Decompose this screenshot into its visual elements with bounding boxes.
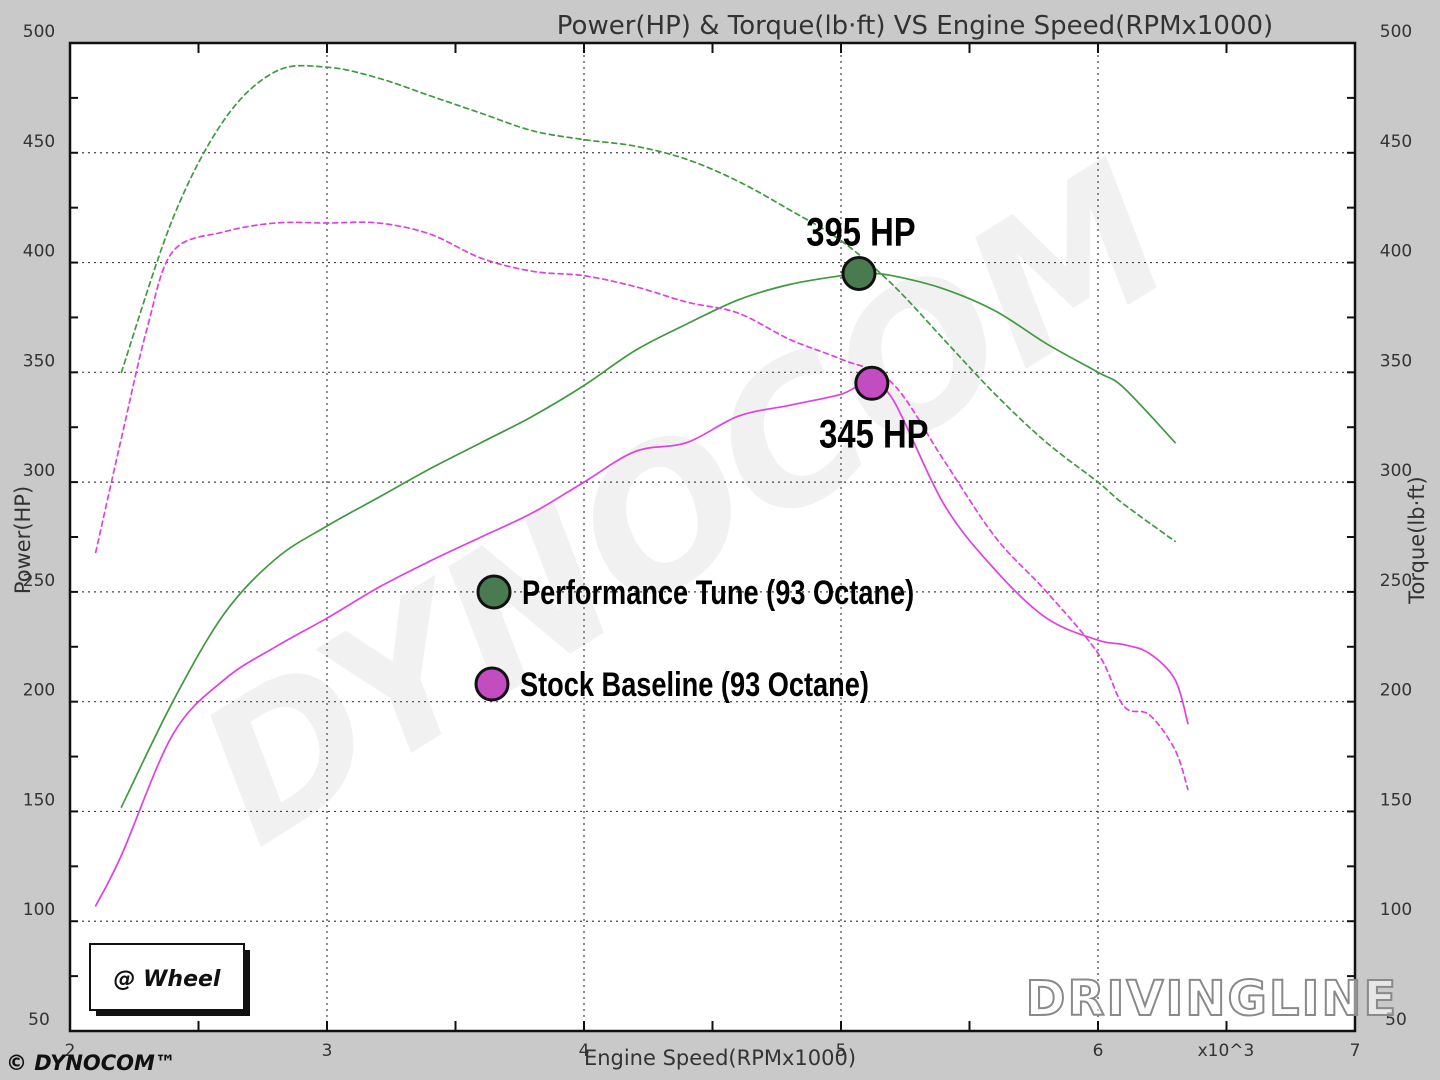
y-left-tick-label-6: 200 — [23, 681, 55, 701]
x-tick-label-2: 4 — [579, 1041, 590, 1061]
y-left-tick-labels: 500 450 400 350 300 250 200 150 100 50 — [23, 22, 55, 1030]
y-right-tick-label-8: 100 — [1380, 900, 1412, 920]
at-wheel-badge: @ Wheel — [89, 943, 250, 1016]
dynocom-copyright: © DYNOCOM™ — [6, 1051, 176, 1075]
series-power-solid-0 — [120, 272, 1176, 808]
x-axis-title: Engine Speed(RPMx1000) — [584, 1046, 856, 1070]
y-left-tick-label-0: 500 — [23, 22, 55, 42]
y-right-tick-label-7: 150 — [1380, 790, 1412, 810]
y-left-tick-label-1: 450 — [23, 132, 55, 152]
peak-marker-1 — [854, 365, 890, 401]
peak-callout-0: 395 HP — [806, 209, 915, 254]
series-power-solid-1 — [94, 382, 1189, 907]
x-tick-label-5: 7 — [1350, 1041, 1361, 1061]
annotations: 395 HP 345 HP — [806, 209, 928, 456]
x-tick-label-3: 5 — [836, 1041, 847, 1061]
drivingline-watermark: DRIVINGLINE — [1026, 971, 1399, 1027]
grid — [70, 43, 1355, 1031]
y-right-tick-label-5: 250 — [1380, 571, 1412, 591]
at-wheel-badge-text: @ Wheel — [114, 967, 221, 992]
legend-marker-0 — [476, 574, 512, 610]
y-right-tick-label-1: 450 — [1380, 132, 1412, 152]
x-tick-label-0: 2 — [65, 1041, 76, 1061]
plot-area — [70, 43, 1355, 1031]
y-axis-title-left: Power(HP) — [11, 486, 35, 594]
legend-label-1: Stock Baseline (93 Octane) — [520, 665, 869, 704]
legend-label-0: Performance Tune (93 Octane) — [522, 573, 914, 612]
legend-marker-1 — [474, 666, 510, 702]
peak-callout-1: 345 HP — [819, 411, 928, 456]
y-right-tick-label-0: 500 — [1380, 22, 1412, 42]
x-tick-label-4: 6 — [1093, 1041, 1104, 1061]
y-left-tick-label-2: 400 — [23, 242, 55, 262]
y-left-tick-label-5: 250 — [23, 571, 55, 591]
y-right-tick-labels: 500 450 400 350 300 250 200 150 100 50 — [1380, 22, 1412, 1030]
y-left-tick-label-9: 50 — [28, 1010, 50, 1030]
y-right-tick-label-4: 300 — [1380, 461, 1412, 481]
series-torque-dashed-2 — [120, 64, 1176, 543]
series-torque-dashed-3 — [94, 221, 1189, 791]
x-tick-label-1: 3 — [322, 1041, 333, 1061]
y-left-tick-label-8: 100 — [23, 900, 55, 920]
y-right-tick-label-9: 50 — [1385, 1010, 1407, 1030]
y-left-tick-label-7: 150 — [23, 790, 55, 810]
plot-frame — [68, 41, 1357, 1033]
y-left-tick-label-3: 350 — [23, 351, 55, 371]
y-right-tick-label-6: 200 — [1380, 681, 1412, 701]
y-left-tick-label-4: 300 — [23, 461, 55, 481]
x-tick-labels: 2 3 4 5 6 7 — [65, 1041, 1361, 1061]
legend: Performance Tune (93 Octane) Stock Baseli… — [474, 573, 914, 704]
x-multiplier-label: x10^3 — [1198, 1041, 1255, 1061]
series — [94, 64, 1189, 907]
y-right-tick-label-2: 400 — [1380, 242, 1412, 262]
y-right-tick-label-3: 350 — [1380, 351, 1412, 371]
peak-marker-0 — [841, 256, 877, 292]
chart-title: Power(HP) & Torque(lb·ft) VS Engine Spee… — [557, 11, 1273, 41]
y-axis-title-right: Torque(lb·ft) — [1405, 476, 1429, 604]
